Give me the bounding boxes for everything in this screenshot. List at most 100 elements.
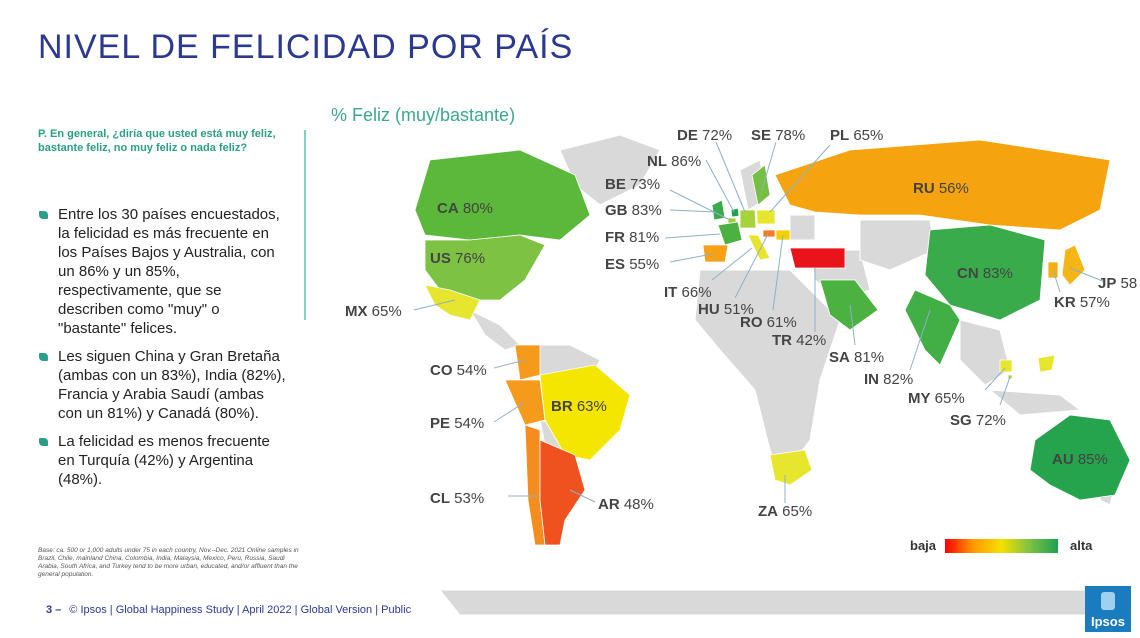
bullet-icon — [39, 353, 48, 361]
leader-line — [769, 144, 831, 213]
legend-gradient-bar — [945, 539, 1058, 553]
label-hu-code: HU — [698, 301, 720, 318]
label-be-code: BE — [605, 176, 626, 193]
label-be-value: 73% — [630, 176, 660, 193]
label-us-code: US — [430, 250, 451, 267]
leader-line — [734, 233, 769, 299]
central-asia-shape — [859, 219, 936, 271]
country-shape-in — [904, 289, 961, 366]
country-shape-my — [999, 354, 1056, 373]
label-fr-code: FR — [605, 229, 625, 246]
label-tr-code: TR — [772, 332, 792, 349]
label-it-code: IT — [664, 284, 677, 301]
label-ar: AR 48% — [598, 496, 654, 513]
label-de: DE 72% — [677, 127, 732, 144]
country-shapes — [414, 139, 1131, 546]
country-shape-it — [747, 234, 771, 261]
label-za: ZA 65% — [758, 503, 812, 520]
label-it-value: 66% — [682, 284, 712, 301]
label-tr: TR 42% — [772, 332, 826, 349]
country-shape-br — [539, 364, 631, 461]
label-pl-value: 65% — [853, 127, 883, 144]
label-tr-value: 42% — [796, 332, 826, 349]
country-shape-fr — [717, 221, 743, 246]
label-jp-value: 58 — [1121, 275, 1138, 292]
label-cn-value: 83% — [983, 265, 1013, 282]
legend-high-label: alta — [1070, 538, 1093, 553]
label-pe-value: 54% — [454, 415, 484, 432]
label-sa: SA 81% — [829, 349, 884, 366]
leader-line — [669, 253, 713, 263]
leader-line — [669, 209, 717, 213]
country-shape-us — [424, 234, 546, 301]
country-shape-hu — [762, 229, 776, 238]
label-us: US 76% — [430, 250, 485, 267]
leader-line — [705, 159, 735, 213]
label-es-value: 55% — [629, 256, 659, 273]
label-ar-code: AR — [598, 496, 620, 513]
label-nl-code: NL — [647, 153, 667, 170]
country-shape-pl — [756, 209, 776, 225]
label-mx: MX 65% — [345, 303, 402, 320]
leader-line — [664, 233, 721, 239]
label-se-value: 78% — [775, 127, 805, 144]
country-shape-tr — [789, 247, 846, 269]
label-cl-value: 53% — [454, 490, 484, 507]
label-cn-code: CN — [957, 265, 979, 282]
country-shape-sa — [819, 279, 879, 331]
leader-line — [772, 234, 784, 311]
label-us-value: 76% — [455, 250, 485, 267]
label-my-code: MY — [908, 390, 931, 407]
bullet-icon — [39, 438, 48, 446]
leader-line — [715, 141, 746, 213]
bullet-text: Les siguen China y Gran Bretaña (ambas c… — [58, 348, 286, 422]
label-kr-code: KR — [1054, 294, 1076, 311]
label-nl-value: 86% — [671, 153, 701, 170]
label-mx-value: 65% — [372, 303, 402, 320]
leader-line — [413, 299, 456, 311]
label-au-value: 85% — [1078, 451, 1108, 468]
central-america-shape — [468, 308, 521, 351]
leader-line — [999, 376, 1011, 406]
label-za-value: 65% — [782, 503, 812, 520]
label-nl: NL 86% — [647, 153, 701, 170]
antarctica-shape — [438, 589, 1122, 616]
country-shape-ca — [414, 149, 591, 241]
label-au: AU 85% — [1052, 451, 1108, 468]
label-se: SE 78% — [751, 127, 805, 144]
label-mx-code: MX — [345, 303, 368, 320]
country-shape-ar — [539, 439, 586, 546]
logo-mark-icon — [1101, 592, 1115, 610]
label-ru-code: RU — [913, 180, 935, 197]
label-br: BR 63% — [551, 398, 607, 415]
footer: 3 – © Ipsos | Global Happiness Study | Ap… — [46, 604, 411, 616]
page-number: 3 – — [46, 604, 62, 616]
country-shape-se — [751, 164, 771, 206]
divider — [304, 130, 306, 320]
country-shape-jp — [1061, 244, 1086, 286]
leader-line — [711, 247, 753, 281]
leader-line — [493, 401, 526, 423]
label-sa-value: 81% — [854, 349, 884, 366]
bullet-text: Entre los 30 países encuestados, la feli… — [58, 206, 280, 337]
indonesia-shape — [988, 389, 1082, 416]
leader-line — [984, 367, 1006, 391]
label-jp-code: JP — [1098, 275, 1116, 292]
label-za-code: ZA — [758, 503, 778, 520]
label-my-value: 65% — [935, 390, 965, 407]
label-pe: PE 54% — [430, 415, 484, 432]
country-shape-za — [769, 449, 813, 486]
country-shape-ru — [774, 139, 1111, 231]
page-title: NIVEL DE FELICIDAD POR PAÍS — [38, 28, 574, 66]
label-ro-value: 61% — [767, 314, 797, 331]
label-sg: SG 72% — [950, 412, 1006, 429]
europe-east-shape — [789, 214, 816, 241]
label-co-value: 54% — [457, 362, 487, 379]
label-co: CO 54% — [430, 362, 487, 379]
base-note: Base: ca. 500 or 1,000 adults under 75 i… — [38, 547, 299, 578]
label-ro-code: RO — [740, 314, 763, 331]
leader-line — [909, 309, 931, 371]
label-hu: HU 51% — [698, 301, 754, 318]
leader-line — [849, 304, 856, 346]
logo-text: Ipsos — [1091, 614, 1125, 629]
